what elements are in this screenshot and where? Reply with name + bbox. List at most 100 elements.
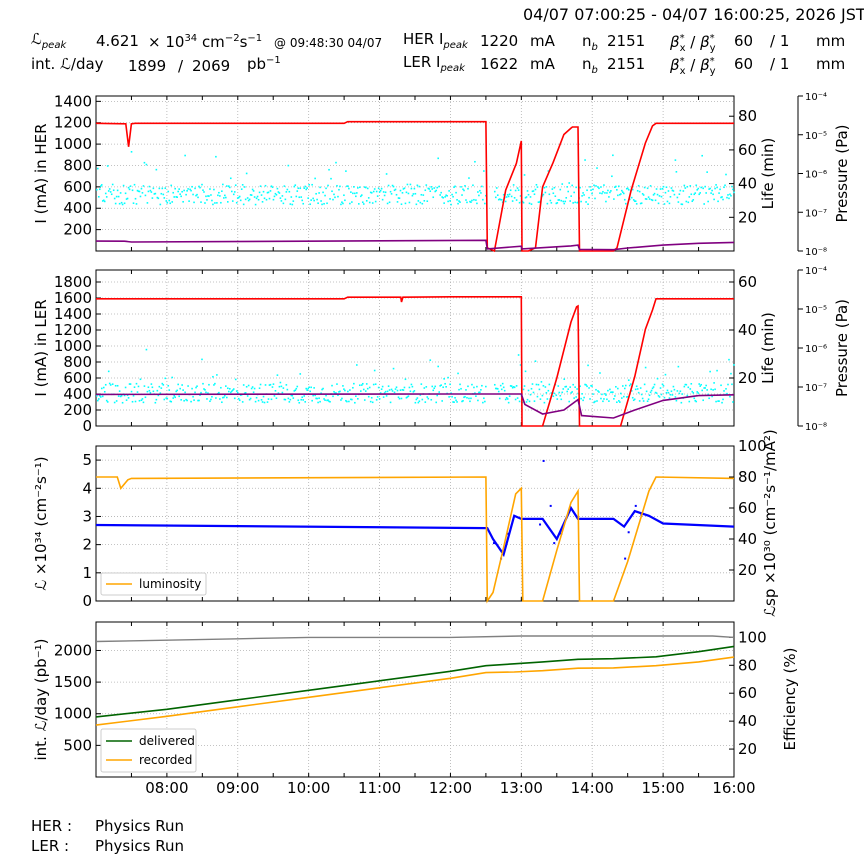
life-point (378, 397, 381, 400)
life-point (712, 193, 714, 196)
life-point (498, 198, 501, 200)
life-point (551, 188, 554, 190)
life-point (284, 198, 287, 201)
life-point (253, 387, 256, 390)
life-point (185, 193, 187, 196)
life-point (352, 386, 354, 389)
life-point (256, 195, 259, 198)
life-point (159, 392, 162, 394)
life-point (517, 189, 520, 191)
life-point (220, 201, 222, 204)
life-point (247, 199, 250, 202)
intl-recorded: 2069 (192, 57, 231, 75)
life-point (586, 189, 588, 192)
life-point (327, 184, 329, 187)
life-point (375, 190, 378, 193)
life-point (626, 395, 629, 398)
life-point (222, 183, 224, 186)
life-point (679, 189, 682, 192)
life-point (123, 394, 126, 397)
life-point (209, 188, 211, 190)
life-point (714, 187, 716, 190)
life-point (509, 385, 512, 387)
life-point (667, 391, 670, 394)
ler-ipeak-label: LER Ipeak (403, 53, 465, 78)
life-point (382, 396, 385, 398)
life-point (169, 400, 172, 403)
life-point (511, 386, 514, 389)
life-point (414, 401, 417, 404)
life-point (566, 390, 569, 393)
life-point (277, 392, 280, 394)
y-right-tick-label: 40 (738, 175, 757, 193)
life-point (385, 173, 388, 175)
life-point (96, 167, 99, 170)
life-point (676, 196, 679, 199)
life-point (597, 390, 599, 392)
life-point (349, 389, 351, 391)
life-point (601, 393, 603, 396)
life-point (187, 188, 189, 190)
life-point (194, 391, 196, 394)
y-right-tick-label: 40 (738, 712, 757, 730)
life-point (547, 389, 550, 392)
life-point (288, 190, 291, 193)
life-point (219, 195, 221, 197)
life-point (668, 397, 671, 399)
life-point (595, 388, 597, 391)
life-point (341, 201, 343, 203)
y-tick-label: 800 (63, 156, 92, 174)
life-point (401, 192, 404, 194)
life-point (106, 401, 109, 403)
life-point (130, 390, 133, 393)
life-point (163, 398, 166, 401)
life-point (692, 391, 695, 394)
life-point (711, 395, 713, 398)
life-point (338, 188, 340, 191)
life-point (141, 192, 144, 194)
life-point (609, 191, 611, 194)
life-point (470, 201, 472, 203)
life-point (399, 389, 402, 391)
life-point (334, 392, 336, 395)
life-point (358, 186, 361, 189)
life-point (607, 389, 609, 392)
life-point (522, 388, 525, 391)
life-point (319, 400, 321, 403)
life-point (589, 186, 591, 188)
life-point (534, 360, 537, 362)
life-point (610, 190, 612, 192)
life-point (548, 193, 551, 196)
life-point (512, 184, 515, 186)
her-sub: peak (443, 40, 468, 51)
life-point (227, 201, 229, 203)
life-point (322, 387, 324, 390)
life-point (419, 201, 422, 204)
beta-star-y: * (709, 33, 715, 44)
life-point (535, 383, 538, 386)
life-point (440, 384, 442, 386)
life-point (632, 399, 635, 402)
life-point (104, 192, 107, 195)
life-point (361, 382, 364, 385)
life-point (644, 366, 647, 369)
life-point (658, 195, 661, 197)
life-point (435, 401, 438, 404)
legend-label-luminosity: luminosity (139, 577, 201, 591)
life-point (565, 385, 568, 388)
life-point (524, 370, 527, 373)
life-point (154, 192, 157, 195)
life-point (214, 382, 216, 385)
life-point (296, 190, 299, 192)
beta-star-2: * (679, 56, 685, 67)
life-point (212, 375, 214, 378)
life-point (720, 196, 722, 199)
life-point (655, 392, 658, 394)
life-point (365, 200, 368, 202)
life-point (672, 385, 675, 388)
life-point (704, 185, 706, 188)
life-point (109, 384, 112, 386)
life-point (116, 384, 119, 387)
life-point (442, 386, 444, 389)
life-point (369, 400, 372, 403)
